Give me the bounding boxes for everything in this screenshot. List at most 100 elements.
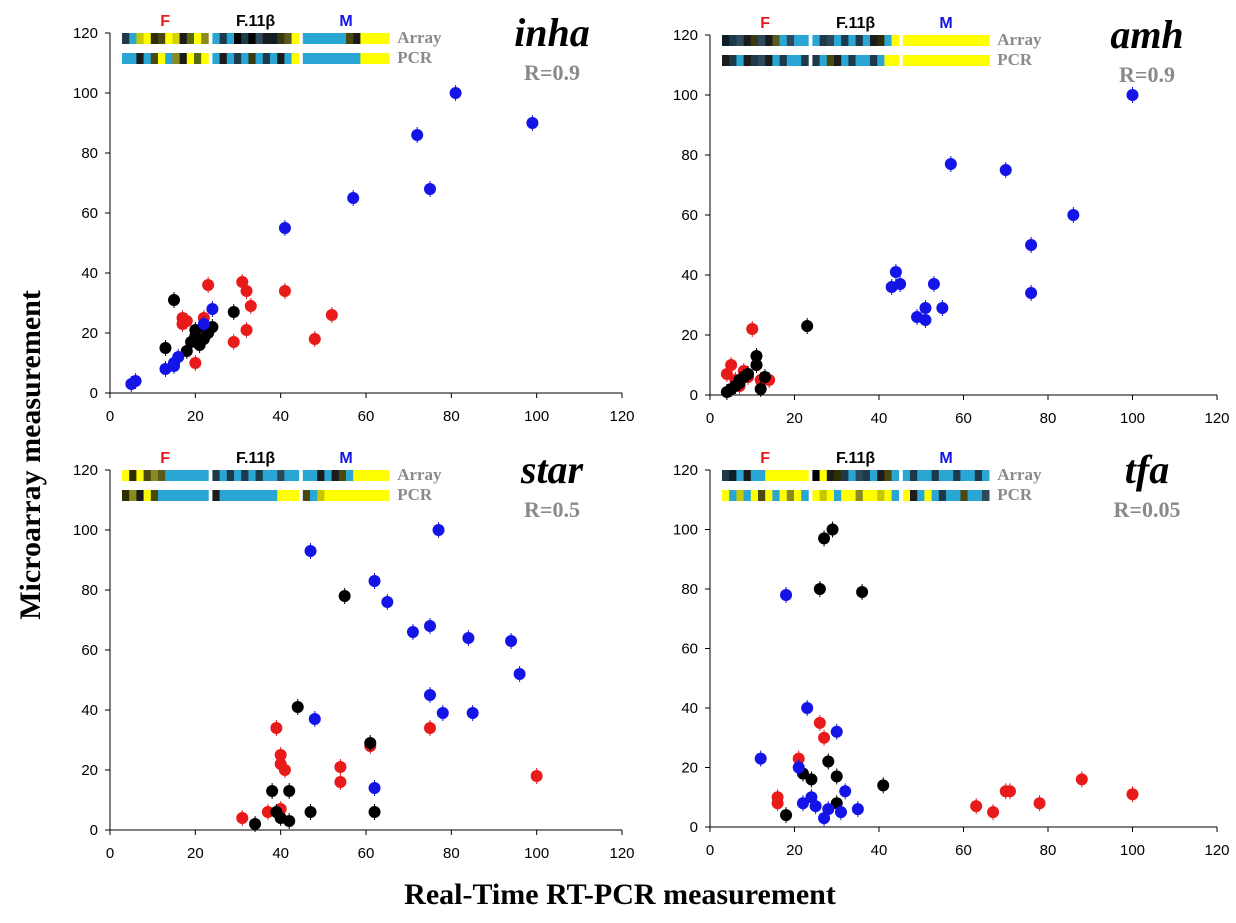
y-tick-label: 40 xyxy=(681,267,698,284)
pcr-heatmap-cell xyxy=(801,490,809,501)
array-heatmap-cell xyxy=(310,33,318,44)
y-tick-label: 20 xyxy=(681,327,698,344)
data-point xyxy=(168,360,180,372)
x-tick-label: 60 xyxy=(358,845,375,862)
data-point xyxy=(851,803,864,816)
x-tick-label: 0 xyxy=(706,410,714,427)
series-0 xyxy=(236,720,543,826)
y-tick-label: 60 xyxy=(681,207,698,224)
pcr-heatmap-cell xyxy=(277,53,285,64)
array-heatmap-cell xyxy=(917,470,925,481)
array-heatmap-cell xyxy=(338,33,347,44)
array-heatmap-cell xyxy=(270,33,278,44)
data-point xyxy=(180,315,193,327)
pcr-heatmap-cell xyxy=(241,53,249,64)
x-tick-label: 60 xyxy=(358,408,375,425)
array-heatmap-cell xyxy=(302,470,311,481)
array-heatmap-cell xyxy=(870,35,878,46)
array-heatmap-cell xyxy=(284,470,292,481)
pcr-heatmap-cell xyxy=(234,490,242,501)
array-heatmap-cell xyxy=(382,33,390,44)
y-tick-label: 0 xyxy=(90,385,98,402)
array-heatmap-cell xyxy=(765,470,773,481)
array-heatmap-cell xyxy=(862,470,871,481)
array-heatmap-cell xyxy=(722,470,730,481)
pcr-heatmap-cell xyxy=(143,53,152,64)
array-heatmap-cell xyxy=(786,35,795,46)
array-heatmap-cell xyxy=(317,470,325,481)
array-heatmap-cell xyxy=(891,35,900,46)
pcr-heatmap-cell xyxy=(262,53,271,64)
series-2 xyxy=(885,87,1139,328)
array-heatmap-cell xyxy=(848,35,856,46)
pcr-heatmap-cell xyxy=(870,55,878,66)
data-point xyxy=(424,620,436,632)
array-heatmap-cell xyxy=(241,470,249,481)
array-heatmap-cell xyxy=(143,470,152,481)
data-point xyxy=(432,524,445,536)
data-point xyxy=(919,314,932,326)
pcr-strip-label: PCR xyxy=(397,485,433,504)
panel-title: inha xyxy=(514,10,590,55)
data-point xyxy=(172,351,185,363)
array-heatmap-cell xyxy=(136,470,144,481)
correlation-label: R=0.05 xyxy=(1114,497,1181,522)
pcr-heatmap-cell xyxy=(794,490,802,501)
pcr-heatmap-cell xyxy=(172,490,180,501)
array-strip-label: Array xyxy=(397,28,442,47)
array-heatmap-cell xyxy=(765,35,773,46)
data-point xyxy=(754,752,767,765)
array-heatmap-cell xyxy=(291,33,300,44)
correlation-label: R=0.9 xyxy=(524,60,580,85)
pcr-heatmap-cell xyxy=(338,53,347,64)
array-heatmap-cell xyxy=(179,470,188,481)
series-1 xyxy=(249,588,381,832)
group-label: F xyxy=(760,450,770,467)
array-heatmap-cell xyxy=(262,33,271,44)
array-heatmap-cell xyxy=(291,470,300,481)
pcr-heatmap-cell xyxy=(317,490,325,501)
data-point xyxy=(813,583,826,595)
y-tick-label: 0 xyxy=(90,822,98,839)
data-point xyxy=(159,342,172,354)
pcr-strip-label: PCR xyxy=(997,485,1033,504)
pcr-heatmap-cell xyxy=(277,490,285,501)
array-heatmap-cell xyxy=(194,470,202,481)
data-point xyxy=(750,350,763,362)
array-strip-label: Array xyxy=(997,465,1042,484)
data-point xyxy=(970,800,983,813)
pcr-heatmap-cell xyxy=(812,490,820,501)
pcr-heatmap-cell xyxy=(201,490,209,501)
pcr-heatmap-cell xyxy=(122,490,130,501)
array-heatmap-cell xyxy=(165,470,173,481)
correlation-label: R=0.9 xyxy=(1119,62,1175,87)
data-point xyxy=(338,590,351,602)
pcr-heatmap-cell xyxy=(884,490,892,501)
x-tick-label: 100 xyxy=(1120,842,1145,859)
pcr-heatmap-cell xyxy=(194,490,202,501)
pcr-heatmap-cell xyxy=(367,490,376,501)
data-point xyxy=(987,806,1000,819)
data-point xyxy=(1003,785,1016,798)
pcr-heatmap-cell xyxy=(129,490,137,501)
x-tick-label: 40 xyxy=(871,410,888,427)
pcr-heatmap-cell xyxy=(750,55,759,66)
pcr-heatmap-cell xyxy=(772,490,780,501)
array-strip-label: Array xyxy=(997,30,1042,49)
array-heatmap-cell xyxy=(794,470,802,481)
array-heatmap-cell xyxy=(212,470,220,481)
pcr-heatmap-cell xyxy=(743,55,752,66)
array-heatmap-cell xyxy=(855,470,864,481)
x-tick-label: 100 xyxy=(524,408,549,425)
array-heatmap-cell xyxy=(946,35,954,46)
array-heatmap-cell xyxy=(841,35,849,46)
pcr-heatmap-cell xyxy=(317,53,325,64)
array-heatmap-cell xyxy=(324,470,332,481)
data-point xyxy=(266,785,279,797)
pcr-heatmap-cell xyxy=(194,53,202,64)
pcr-heatmap-cell xyxy=(226,53,235,64)
array-heatmap-cell xyxy=(779,35,788,46)
array-heatmap-cell xyxy=(262,470,271,481)
pcr-heatmap-cell xyxy=(302,53,311,64)
data-point xyxy=(236,812,249,824)
